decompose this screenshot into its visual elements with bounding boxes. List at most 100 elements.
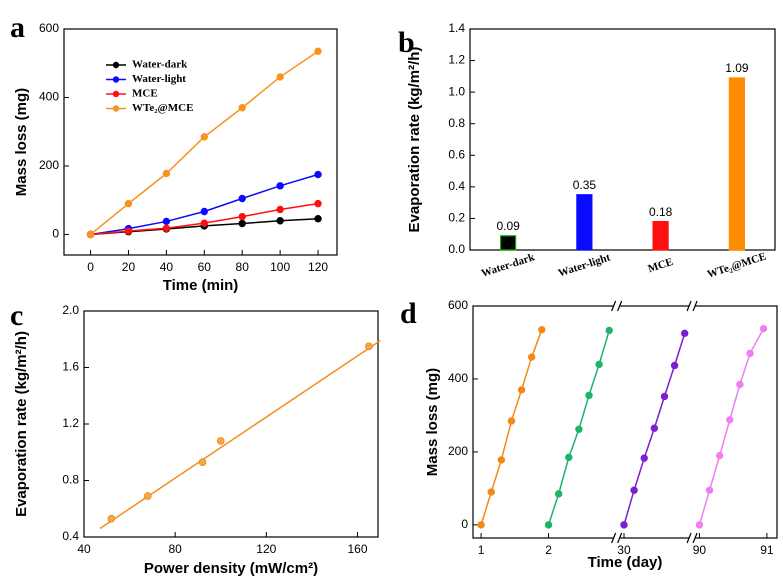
legend-marker <box>112 90 120 98</box>
x-tick-label: 90 <box>693 543 707 557</box>
data-point <box>595 360 603 369</box>
data-point <box>660 392 669 401</box>
data-point <box>620 521 628 529</box>
y-tick-label: 600 <box>448 298 468 312</box>
data-point <box>276 182 284 190</box>
y-tick-label: 0 <box>52 227 59 241</box>
x-tick-label: 30 <box>617 543 631 557</box>
x-tick-label: 40 <box>160 260 174 274</box>
data-point <box>477 521 485 529</box>
y-tick-label: 200 <box>448 444 468 458</box>
data-point <box>86 230 95 239</box>
data-point <box>314 47 322 55</box>
legend-marker <box>112 105 120 112</box>
y-axis-label: Evaporation rate (kg/m²/h) <box>406 47 423 233</box>
data-point <box>314 170 322 179</box>
y-tick-label: 1.4 <box>448 21 465 35</box>
x-tick-label: 120 <box>256 542 276 556</box>
data-point <box>238 104 246 112</box>
y-tick-label: 0.6 <box>448 147 465 161</box>
x-axis-label: Power density (mW/cm²) <box>144 560 318 577</box>
data-point <box>736 380 744 389</box>
data-point <box>670 361 679 370</box>
data-point <box>575 425 583 433</box>
y-tick-label: 1.2 <box>448 53 465 67</box>
x-tick-label: WTe₂@MCE <box>706 250 768 280</box>
bar-value-label: 0.18 <box>649 205 673 219</box>
data-point <box>497 456 506 464</box>
data-point <box>487 488 495 496</box>
y-tick-label: 400 <box>448 371 468 385</box>
y-tick-label: 1.6 <box>62 360 79 374</box>
bar-value-label: 0.09 <box>496 219 520 233</box>
data-point <box>124 227 133 235</box>
y-tick-label: 1.0 <box>448 84 465 98</box>
data-point <box>107 514 116 523</box>
x-tick-label: Water-dark <box>480 251 537 280</box>
data-point <box>162 169 171 178</box>
data-point <box>726 416 734 424</box>
x-tick-label: Water-light <box>557 251 612 279</box>
plot-frame <box>63 28 338 256</box>
data-point <box>276 73 284 81</box>
data-point <box>162 217 171 226</box>
axis-break <box>686 532 692 544</box>
x-tick-label: 80 <box>168 542 182 556</box>
data-point <box>517 386 526 394</box>
y-tick-label: 0.0 <box>448 242 465 256</box>
legend-label: Water-light <box>132 73 186 85</box>
data-point <box>759 324 768 333</box>
data-point <box>554 490 563 498</box>
legend-label: Water-dark <box>132 59 188 71</box>
data-point <box>276 205 284 214</box>
bar <box>652 220 669 251</box>
data-point <box>630 486 638 494</box>
data-point <box>640 454 648 462</box>
panel-label: b <box>398 26 415 59</box>
legend-label: WTe₂@MCE <box>132 102 193 114</box>
y-tick-label: 2.0 <box>62 303 79 317</box>
data-point <box>144 492 152 500</box>
data-point <box>527 353 536 361</box>
x-tick-label: 0 <box>87 260 94 274</box>
bar-value-label: 1.09 <box>725 61 749 75</box>
data-point <box>605 326 613 335</box>
data-point <box>162 224 171 232</box>
y-tick-label: 400 <box>39 90 59 104</box>
data-point <box>200 207 208 216</box>
x-tick-label: 120 <box>308 260 328 274</box>
panel-label: c <box>10 299 23 332</box>
axis-break <box>611 300 617 312</box>
data-point <box>238 219 246 228</box>
data-point <box>314 215 322 223</box>
plot-frame <box>472 305 778 539</box>
data-point <box>216 437 225 445</box>
legend-marker <box>112 76 120 83</box>
plot-frame <box>83 310 379 538</box>
y-axis-label: Mass loss (mg) <box>13 88 30 196</box>
x-tick-label: 80 <box>236 260 250 274</box>
x-tick-label: 1 <box>478 543 485 557</box>
data-point <box>507 417 516 425</box>
x-axis-label: Time (day) <box>588 554 663 571</box>
data-point <box>705 486 714 494</box>
x-tick-label: 91 <box>760 543 774 557</box>
data-point <box>238 212 246 221</box>
data-point <box>365 342 373 351</box>
panel-label: d <box>400 297 417 330</box>
y-tick-label: 600 <box>39 21 59 35</box>
axis-break <box>686 300 692 312</box>
data-point <box>565 453 573 462</box>
y-tick-label: 0.2 <box>448 211 465 225</box>
bar <box>500 235 517 251</box>
series-line <box>698 328 765 526</box>
axis-break-gap <box>689 304 696 308</box>
data-point <box>538 326 546 334</box>
data-point <box>650 424 659 432</box>
axis-break <box>617 532 623 544</box>
y-tick-label: 0.8 <box>62 473 79 487</box>
y-axis-label: Evaporation rate (kg/m²/h) <box>13 331 30 517</box>
fit-line <box>99 340 381 530</box>
legend-label: MCE <box>132 88 158 100</box>
